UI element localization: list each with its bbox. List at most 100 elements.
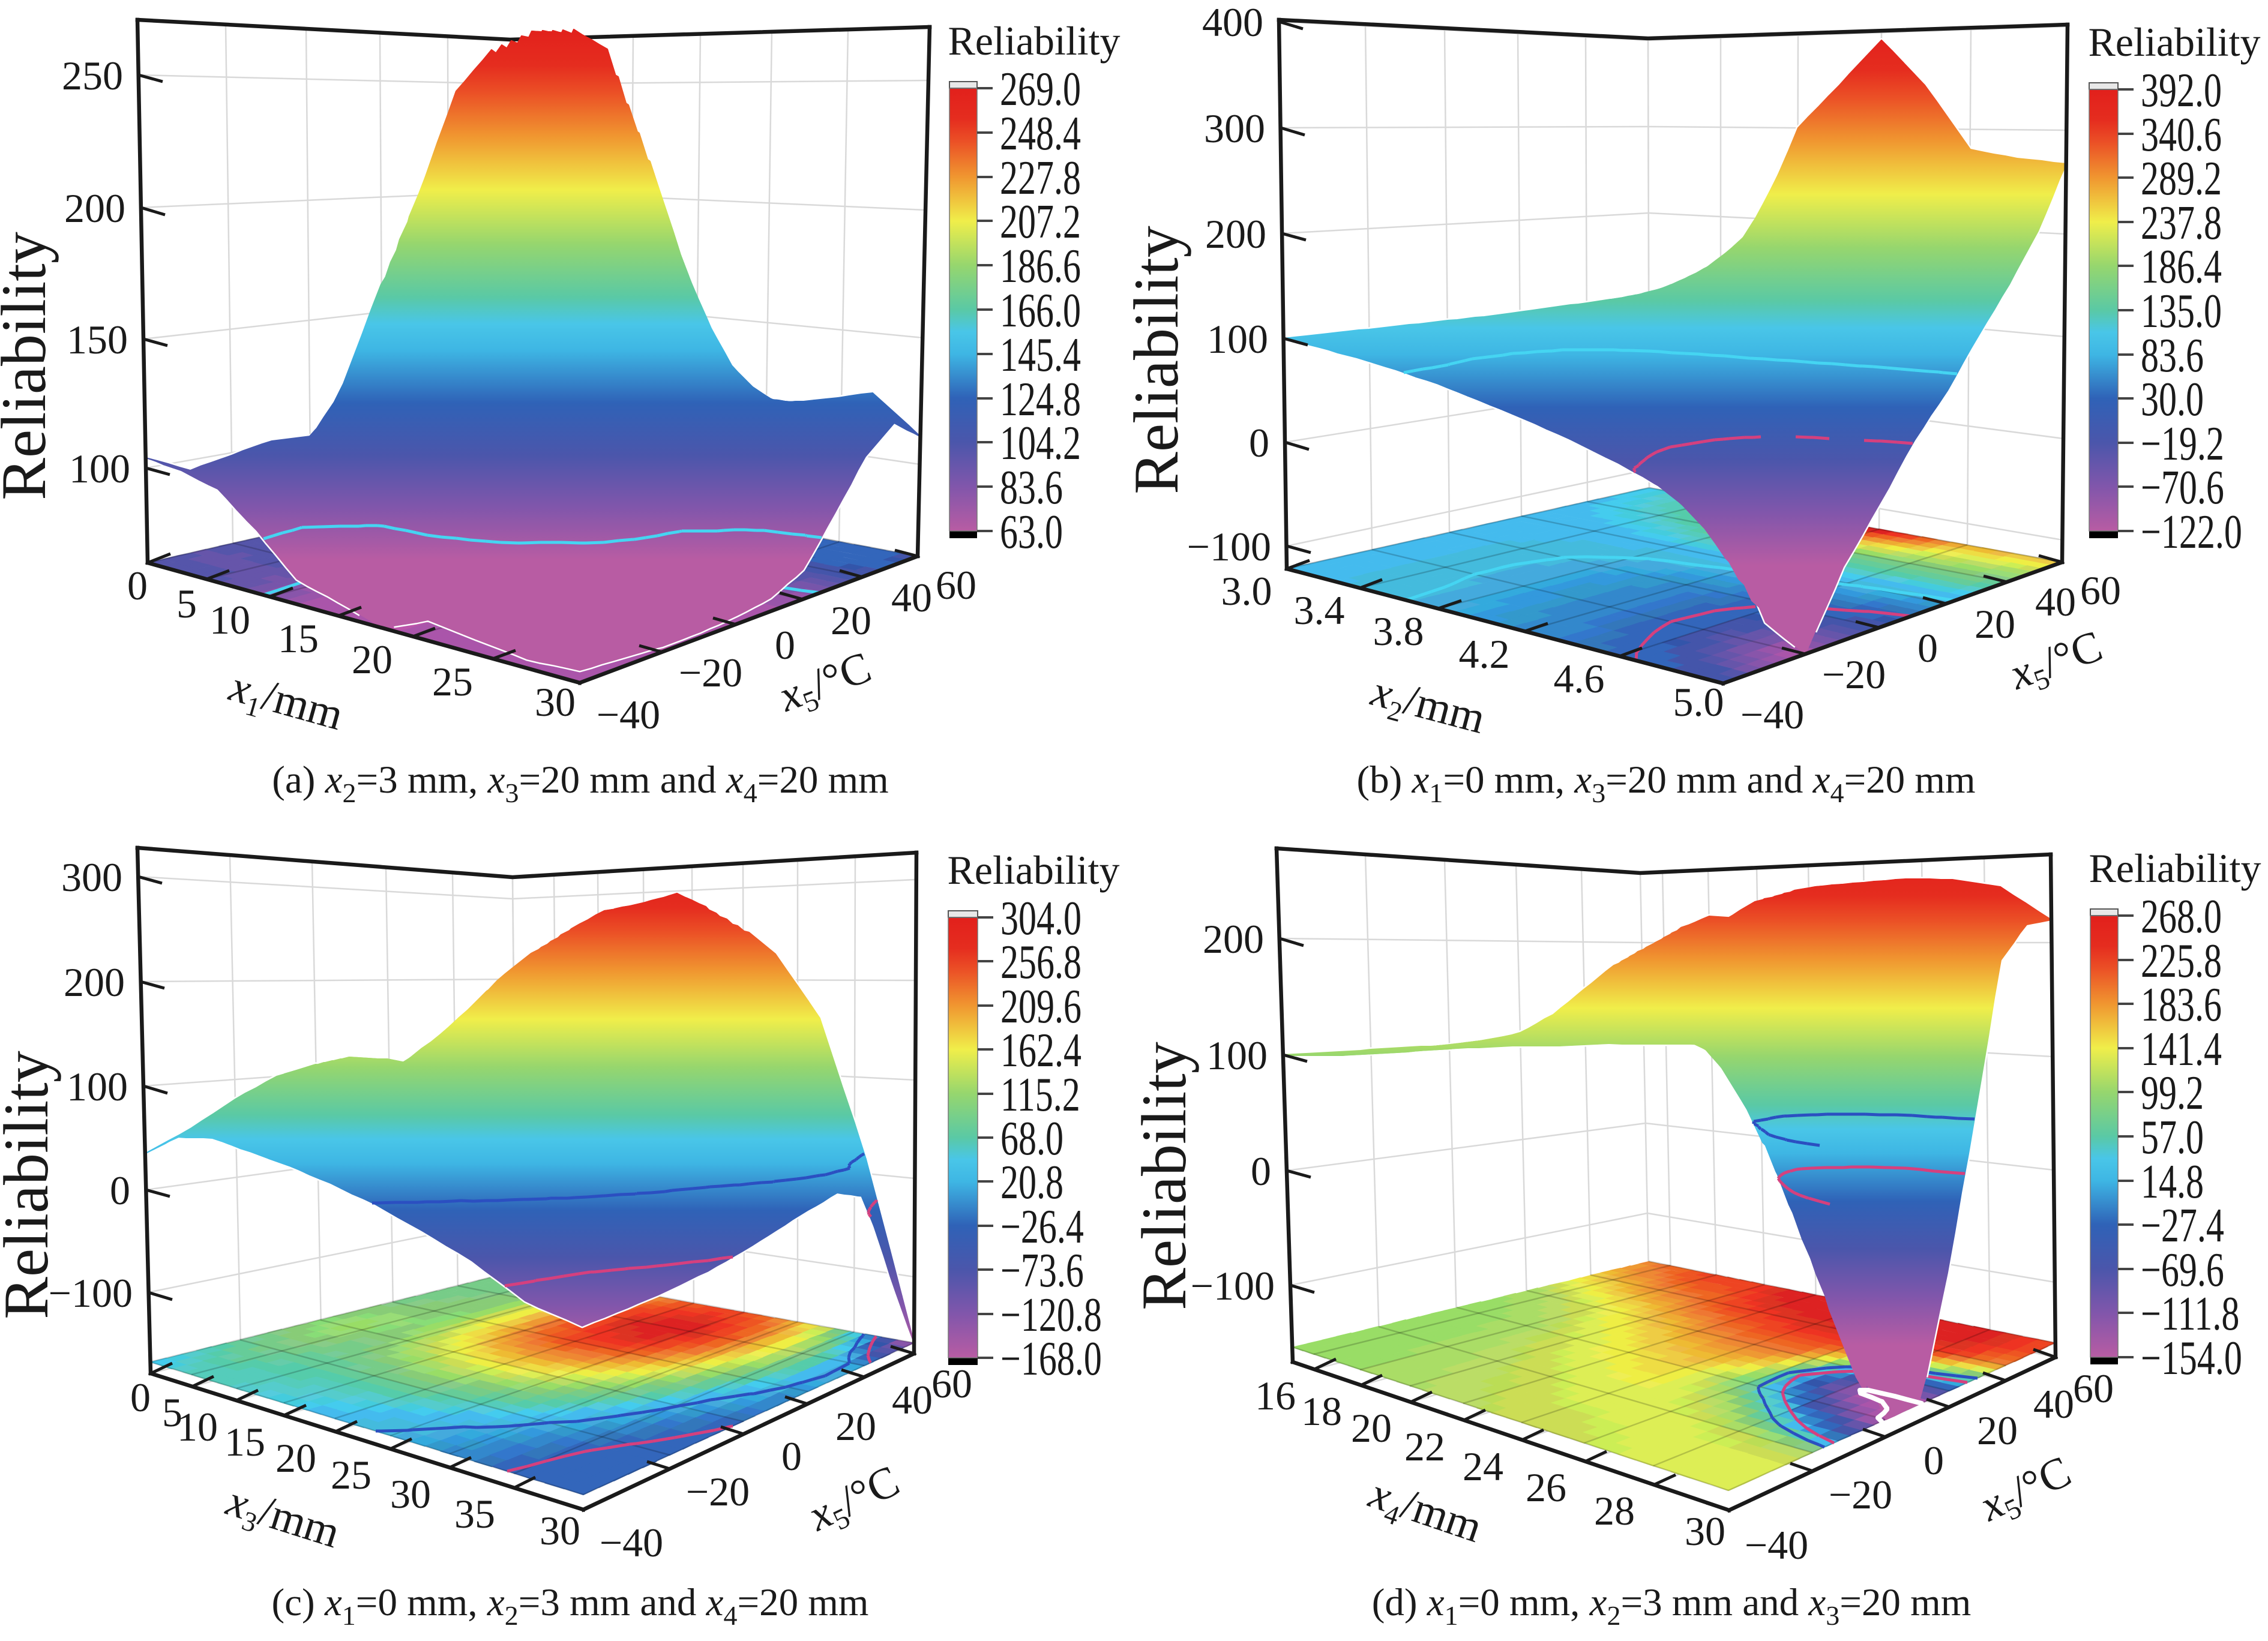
- svg-text:200: 200: [64, 185, 125, 231]
- svg-text:20: 20: [1977, 1408, 2018, 1453]
- svg-text:3.8: 3.8: [1373, 608, 1424, 654]
- svg-text:(c) x1=0 mm, x2=3 mm and x4=20: (c) x1=0 mm, x2=3 mm and x4=20 mm: [272, 1581, 869, 1631]
- svg-text:−111.8: −111.8: [2141, 1288, 2239, 1340]
- svg-text:20: 20: [835, 1403, 876, 1449]
- svg-text:15: 15: [278, 616, 319, 661]
- svg-text:268.0: 268.0: [2141, 890, 2222, 943]
- svg-text:100: 100: [1207, 316, 1268, 362]
- svg-text:0: 0: [127, 563, 148, 608]
- svg-text:−100: −100: [1191, 1263, 1275, 1309]
- svg-text:0: 0: [1924, 1438, 1944, 1483]
- svg-text:Reliability: Reliability: [1129, 1042, 1199, 1310]
- svg-text:28: 28: [1594, 1488, 1635, 1534]
- svg-text:60: 60: [2080, 568, 2121, 613]
- svg-text:141.4: 141.4: [2141, 1023, 2222, 1076]
- svg-text:16: 16: [1255, 1373, 1296, 1418]
- svg-text:10: 10: [209, 597, 250, 643]
- svg-text:115.2: 115.2: [1000, 1069, 1080, 1121]
- svg-text:Reliability: Reliability: [947, 847, 1119, 893]
- svg-text:60: 60: [936, 562, 976, 608]
- svg-text:30: 30: [390, 1471, 431, 1517]
- svg-text:99.2: 99.2: [2141, 1067, 2204, 1120]
- svg-text:40: 40: [2035, 579, 2076, 625]
- svg-text:20: 20: [275, 1435, 316, 1481]
- svg-text:−19.2: −19.2: [2141, 418, 2224, 470]
- svg-text:−70.6: −70.6: [2141, 461, 2224, 514]
- svg-text:207.2: 207.2: [1000, 196, 1081, 248]
- svg-text:304.0: 304.0: [1000, 892, 1081, 945]
- svg-text:145.4: 145.4: [1000, 329, 1081, 382]
- svg-text:162.4: 162.4: [1000, 1024, 1081, 1077]
- svg-text:−20: −20: [686, 1469, 750, 1514]
- svg-text:26: 26: [1526, 1465, 1566, 1510]
- svg-text:20.8: 20.8: [1000, 1156, 1063, 1209]
- svg-text:60: 60: [2073, 1366, 2114, 1411]
- svg-text:20: 20: [1975, 601, 2015, 647]
- svg-text:30: 30: [1685, 1508, 1725, 1554]
- svg-text:0: 0: [1249, 420, 1269, 466]
- svg-text:25: 25: [432, 659, 473, 704]
- svg-text:(a) x2=3 mm, x3=20 mm and x4=2: (a) x2=3 mm, x3=20 mm and x4=20 mm: [272, 758, 888, 808]
- svg-text:0: 0: [110, 1168, 130, 1213]
- svg-text:24: 24: [1463, 1444, 1503, 1489]
- svg-text:20: 20: [352, 637, 393, 682]
- svg-text:5: 5: [162, 1390, 182, 1435]
- svg-text:14.8: 14.8: [2141, 1156, 2204, 1208]
- svg-text:30: 30: [535, 679, 576, 725]
- svg-text:68.0: 68.0: [1000, 1112, 1063, 1165]
- svg-text:−154.0: −154.0: [2141, 1332, 2242, 1385]
- svg-text:22: 22: [1404, 1424, 1445, 1469]
- svg-text:−40: −40: [1740, 692, 1804, 737]
- svg-text:166.0: 166.0: [1000, 284, 1081, 337]
- svg-text:30.0: 30.0: [2141, 373, 2204, 426]
- svg-text:−40: −40: [600, 1520, 663, 1565]
- svg-text:400: 400: [1202, 0, 1263, 45]
- svg-text:104.2: 104.2: [1000, 417, 1081, 470]
- svg-text:−73.6: −73.6: [1000, 1244, 1084, 1297]
- svg-text:3.4: 3.4: [1294, 587, 1345, 633]
- svg-text:0: 0: [775, 622, 795, 668]
- svg-text:150: 150: [67, 317, 128, 362]
- svg-text:−20: −20: [1822, 652, 1886, 697]
- svg-text:0: 0: [130, 1375, 151, 1420]
- svg-text:−100: −100: [1187, 524, 1271, 569]
- svg-text:5.0: 5.0: [1673, 679, 1724, 725]
- svg-text:Reliability: Reliability: [1121, 226, 1191, 494]
- svg-text:256.8: 256.8: [1000, 936, 1081, 989]
- svg-text:57.0: 57.0: [2141, 1111, 2204, 1164]
- svg-text:10: 10: [177, 1404, 218, 1450]
- svg-text:20: 20: [1351, 1405, 1392, 1451]
- svg-text:100: 100: [67, 1064, 128, 1109]
- svg-text:83.6: 83.6: [2141, 329, 2204, 382]
- svg-text:40: 40: [891, 575, 932, 620]
- svg-text:227.8: 227.8: [1000, 152, 1081, 205]
- svg-text:0: 0: [1918, 625, 1938, 671]
- svg-text:18: 18: [1301, 1388, 1342, 1434]
- svg-text:225.8: 225.8: [2141, 935, 2222, 988]
- svg-text:3.0: 3.0: [1221, 568, 1272, 614]
- svg-text:−122.0: −122.0: [2141, 506, 2242, 559]
- svg-text:25: 25: [331, 1452, 371, 1498]
- svg-text:15: 15: [224, 1419, 265, 1465]
- svg-text:−20: −20: [1829, 1472, 1892, 1517]
- svg-text:135.0: 135.0: [2141, 285, 2222, 338]
- svg-text:−168.0: −168.0: [1000, 1333, 1102, 1385]
- svg-text:237.8: 237.8: [2141, 197, 2222, 250]
- svg-text:Reliability: Reliability: [0, 232, 59, 500]
- svg-text:(b) x1=0 mm, x3=20 mm and x4=2: (b) x1=0 mm, x3=20 mm and x4=20 mm: [1356, 758, 1975, 808]
- svg-text:5: 5: [176, 581, 197, 626]
- svg-text:209.6: 209.6: [1000, 980, 1081, 1033]
- svg-text:4.6: 4.6: [1554, 656, 1605, 701]
- svg-text:392.0: 392.0: [2141, 64, 2222, 117]
- svg-text:60: 60: [931, 1361, 972, 1406]
- svg-text:289.2: 289.2: [2141, 152, 2222, 205]
- svg-text:183.6: 183.6: [2141, 979, 2222, 1031]
- svg-text:0: 0: [781, 1433, 802, 1479]
- svg-text:250: 250: [62, 53, 123, 98]
- svg-text:248.4: 248.4: [1000, 107, 1081, 160]
- svg-text:186.6: 186.6: [1000, 240, 1081, 293]
- svg-text:340.6: 340.6: [2141, 109, 2222, 161]
- svg-text:100: 100: [1206, 1033, 1268, 1078]
- svg-text:4.2: 4.2: [1459, 631, 1510, 677]
- svg-text:−40: −40: [597, 692, 660, 737]
